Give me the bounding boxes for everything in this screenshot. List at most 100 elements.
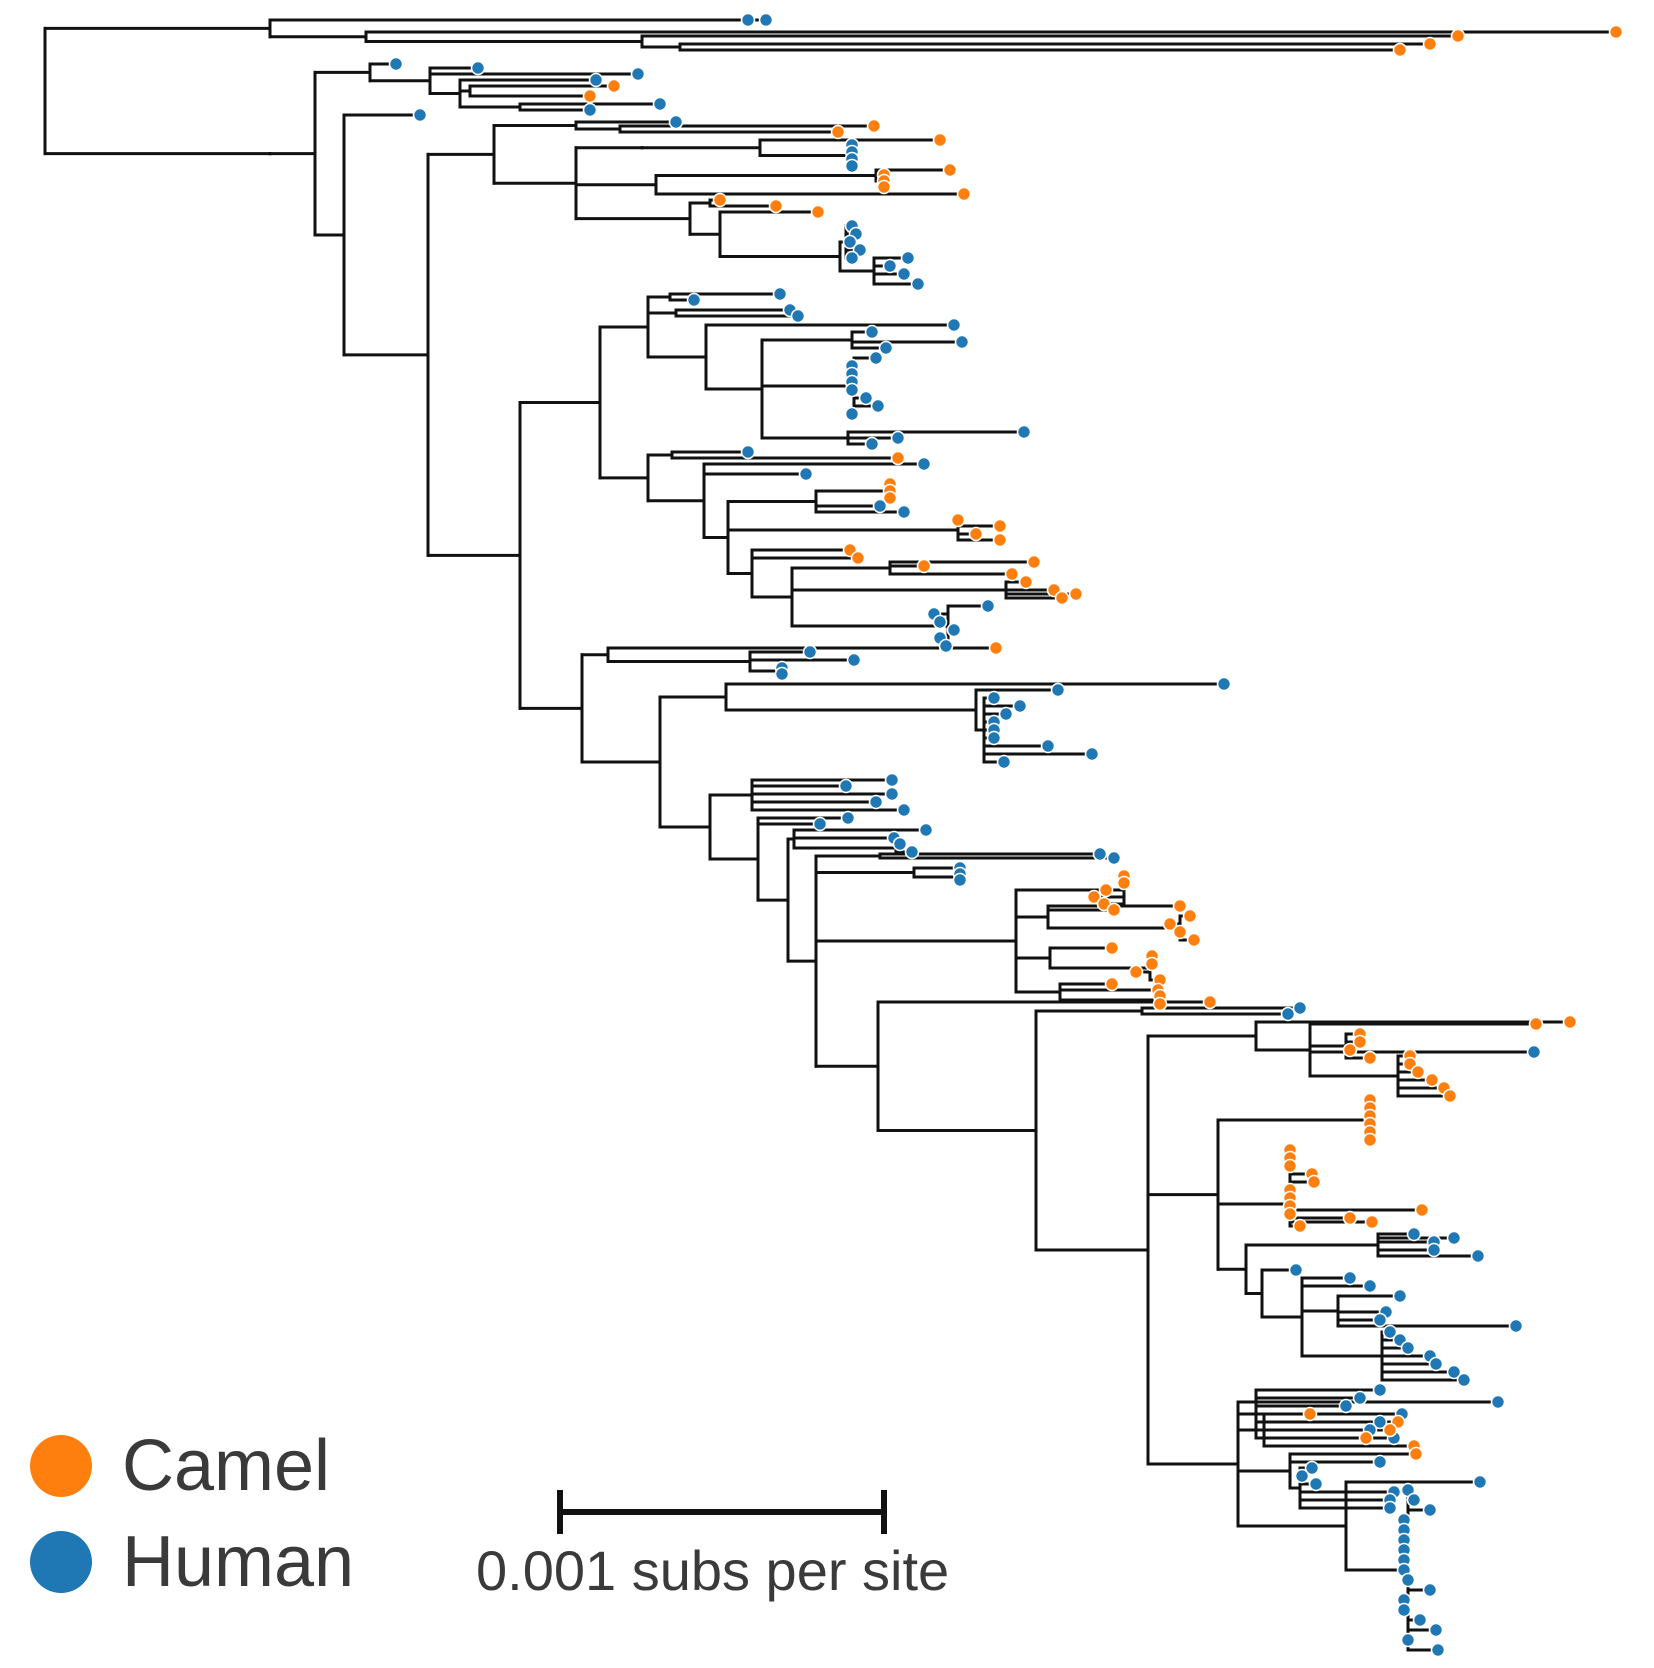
legend: Camel Human: [30, 1418, 354, 1610]
human-tip-200: [1490, 1394, 1506, 1410]
human-tip-191: [1446, 1364, 1462, 1380]
camel-tip-204: [1358, 1430, 1374, 1446]
camel-tip-129: [1186, 932, 1202, 948]
human-tip-230: [1400, 1632, 1416, 1648]
human-tip-188: [1400, 1340, 1416, 1356]
human-tip-107: [896, 802, 912, 818]
human-tip-179: [1288, 1262, 1304, 1278]
human-tip-46: [954, 334, 970, 350]
camel-tip-172: [1292, 1218, 1308, 1234]
camel-tip-151: [1410, 1064, 1426, 1080]
human-tip-174: [1406, 1226, 1422, 1242]
camel-tip-145: [1352, 1034, 1368, 1050]
human-tip-210: [1308, 1476, 1324, 1492]
camel-tip-65: [882, 490, 898, 506]
human-tip-93: [1050, 682, 1066, 698]
human-tip-180: [1342, 1270, 1358, 1286]
human-tip-113: [904, 844, 920, 860]
camel-tip-11: [582, 88, 598, 104]
human-tip-197: [1372, 1414, 1388, 1430]
human-tip-96: [998, 706, 1014, 722]
camel-tip-132: [1144, 956, 1160, 972]
human-tip-184: [1372, 1312, 1388, 1328]
camel-tip-2: [1608, 24, 1624, 40]
legend-label-human: Human: [122, 1522, 355, 1602]
human-tip-84: [946, 622, 962, 638]
camel-tip-4: [1392, 42, 1408, 58]
camel-tip-79: [1068, 586, 1084, 602]
camel-tip-30: [810, 204, 826, 220]
human-tip-38: [896, 266, 912, 282]
human-tip-59: [740, 444, 756, 460]
human-tip-89: [846, 652, 862, 668]
camel-tip-23: [942, 162, 958, 178]
camel-tip-68: [950, 512, 966, 528]
human-tip-13: [582, 102, 598, 118]
human-tip-216: [1406, 1492, 1422, 1508]
camel-tip-143: [1528, 1016, 1544, 1032]
camel-tip-71: [992, 532, 1008, 548]
human-tip-182: [1392, 1288, 1408, 1304]
camel-tip-70: [968, 526, 984, 542]
human-tip-193: [1372, 1382, 1388, 1398]
camel-tip-75: [1026, 554, 1042, 570]
camel-tip-130: [1104, 940, 1120, 956]
camel-tip-87: [988, 640, 1004, 656]
human-tip-94: [986, 690, 1002, 706]
human-tip-47: [878, 340, 894, 356]
human-tip-62: [798, 466, 814, 482]
camel-tip-163: [1282, 1158, 1298, 1174]
camel-tip-170: [1414, 1202, 1430, 1218]
human-tip-177: [1470, 1248, 1486, 1264]
camel-tip-171: [1342, 1210, 1358, 1226]
camel-tip-69: [992, 518, 1008, 534]
tree-tips: [388, 12, 1624, 1658]
camel-tip-142: [1562, 1014, 1578, 1030]
human-tip-186: [1382, 1324, 1398, 1340]
camel-tip-201: [1302, 1406, 1318, 1422]
camel-tip-26: [876, 179, 892, 195]
camel-tip-5: [1422, 36, 1438, 52]
camel-tip-80: [1054, 590, 1070, 606]
camel-tip-147: [1362, 1050, 1378, 1066]
camel-tip-138: [1152, 996, 1168, 1012]
camel-tip-121: [1098, 882, 1114, 898]
camel-tip-133: [1128, 964, 1144, 980]
human-tip-190: [1428, 1356, 1444, 1372]
human-tip-118: [952, 872, 968, 888]
camel-tip-160: [1362, 1132, 1378, 1148]
human-tip-207: [1372, 1454, 1388, 1470]
human-tip-176: [1446, 1230, 1462, 1246]
human-tip-35: [844, 250, 860, 266]
human-tip-225: [1422, 1582, 1438, 1598]
human-tip-105: [884, 786, 900, 802]
camel-tip-18: [932, 132, 948, 148]
human-tip-56: [1016, 424, 1032, 440]
human-tip-109: [812, 816, 828, 832]
human-tip-53: [858, 390, 874, 406]
human-tip-228: [1412, 1612, 1428, 1628]
human-tip-231: [1430, 1642, 1446, 1658]
camel-tip-173: [1364, 1214, 1380, 1230]
human-tip-102: [996, 754, 1012, 770]
human-tip-108: [840, 810, 856, 826]
human-tip-114: [1092, 846, 1108, 862]
human-tip-217: [1422, 1502, 1438, 1518]
camel-tip-127: [1162, 916, 1178, 932]
camel-tip-17: [866, 118, 882, 134]
camel-tip-139: [1202, 994, 1218, 1010]
human-tip-41: [686, 292, 702, 308]
human-tip-37: [882, 258, 898, 274]
camel-tip-203: [1382, 1422, 1398, 1438]
legend-label-camel: Camel: [122, 1426, 331, 1506]
camel-tip-28: [712, 192, 728, 208]
human-tip-81: [980, 598, 996, 614]
human-tip-185: [1508, 1318, 1524, 1334]
human-tip-224: [1400, 1572, 1416, 1588]
human-tip-95: [1012, 698, 1028, 714]
camel-tip-128: [1172, 924, 1188, 940]
human-tip-44: [946, 317, 962, 333]
human-tip-7: [470, 60, 486, 76]
legend-item-camel: Camel: [30, 1418, 354, 1514]
camel-tip-124: [1106, 902, 1122, 918]
